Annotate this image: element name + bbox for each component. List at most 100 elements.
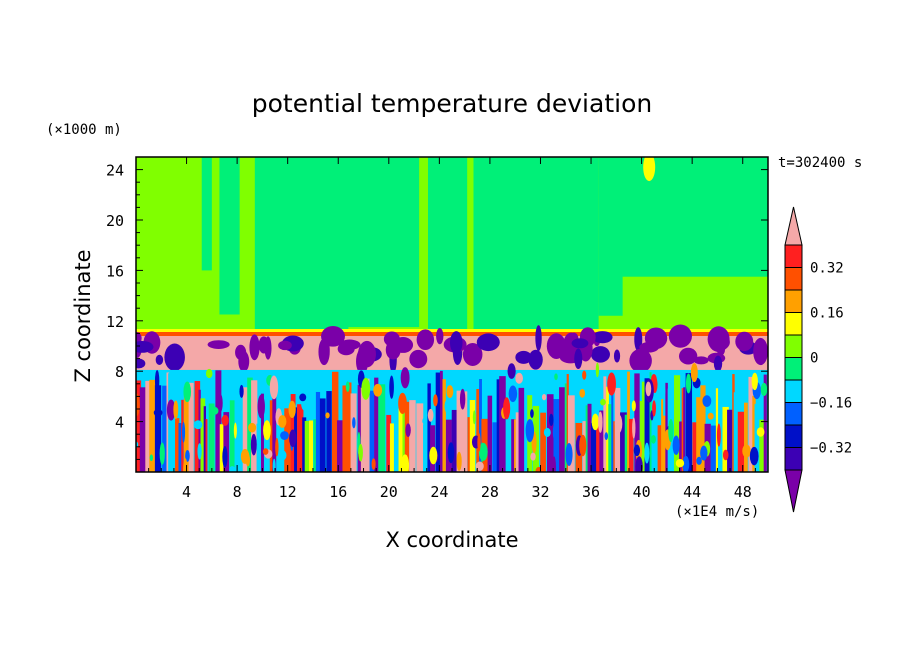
x-tick-label: 12 [279,483,297,501]
purple-blob [258,336,269,354]
upper-green-patch [622,276,768,330]
turbulent-eddy [631,400,636,412]
turbulent-streak [514,419,517,472]
turbulent-streak [423,424,426,472]
turbulent-eddy [582,370,587,380]
turbulent-streak [439,370,443,472]
purple-blob [574,348,583,370]
turbulent-eddy [325,412,330,419]
turbulent-streak [168,373,171,472]
turbulent-streak [696,397,701,472]
yellow-spot [643,157,656,182]
turbulent-streak [170,414,178,472]
turbulent-streak [309,420,314,472]
turbulent-eddy [269,375,279,400]
turbulent-streak [639,401,643,472]
turbulent-eddy [447,442,455,464]
turbulent-eddy [552,456,556,472]
turbulent-streak [178,422,183,472]
upper-plume [254,157,349,334]
turbulent-eddy [525,418,535,443]
turbulent-eddy [427,408,434,422]
turbulent-streak [763,374,767,472]
turbulent-eddy [371,458,376,470]
turbulent-eddy [742,444,751,458]
turbulent-eddy [607,372,616,396]
x-tick-label: 24 [430,483,448,501]
turbulent-streak [427,383,431,472]
turbulent-eddy [154,369,160,393]
turbulent-eddy [433,394,438,407]
turbulent-streak [269,400,273,472]
turbulent-streak [398,408,404,472]
turbulent-streak [759,419,766,472]
purple-blob [735,331,754,352]
turbulent-eddy [446,385,454,399]
purple-blob [416,329,435,351]
turbulent-streak [499,376,506,472]
upper-plume [427,157,468,334]
turbulent-eddy [239,384,244,398]
turbulent-streak [733,392,741,472]
turbulent-streak [357,384,362,472]
purple-blob [409,349,428,369]
turbulent-streak [348,382,352,472]
turbulent-eddy [756,427,765,437]
turbulent-eddy [675,459,685,468]
purple-blob [238,351,250,372]
colorbar-swatch [784,447,803,471]
turbulent-streak [313,419,317,472]
turbulent-streak [710,425,718,472]
purple-blob [249,334,260,361]
y-unit-label: (×1000 m) [46,122,122,138]
turbulent-eddy [565,443,573,467]
turbulent-streak [402,401,405,472]
turbulent-eddy [345,381,350,392]
x-tick-label: 40 [633,483,651,501]
chart-title: potential temperature deviation [252,89,652,118]
turbulent-streak [425,388,429,472]
y-tick-label: 8 [115,363,124,381]
turbulent-eddy [632,417,636,439]
turbulent-eddy [233,422,237,439]
turbulent-eddy [658,383,666,400]
colorbar-swatch [784,357,803,381]
turbulent-eddy [250,433,257,456]
turbulent-eddy [749,446,759,466]
purple-blob [338,339,361,350]
turbulent-eddy [508,385,518,403]
turbulent-eddy [515,372,523,384]
turbulent-streak [718,423,723,472]
turbulent-eddy [652,400,656,417]
turbulent-streak [208,403,215,472]
turbulent-streak [297,404,304,472]
turbulent-eddy [218,394,223,412]
upper-green-patch [660,295,693,330]
colorbar: 0.32 0.16 0 −0.16 −0.32 [784,206,852,513]
turbulent-streak [518,387,525,472]
turbulent-streak [608,404,613,472]
turbulent-eddy [173,400,179,420]
x-tick-label: 20 [380,483,398,501]
turbulent-streak [188,382,194,472]
turbulent-streak [727,409,733,472]
turbulent-eddy [352,417,356,429]
turbulent-streak [634,373,640,472]
turbulent-eddy [240,448,250,464]
purple-blob [476,333,500,352]
turbulent-streak [737,411,745,472]
turbulent-streak [476,388,481,472]
turbulent-eddy [248,422,257,433]
turbulent-streak [136,380,142,472]
y-axis-title: Z coordinate [71,249,95,382]
turbulent-eddy [429,446,438,465]
turbulent-eddy [635,456,643,472]
turbulent-layer [136,362,768,472]
purple-blob [571,338,589,349]
purple-blob [164,343,185,372]
turbulent-streak [732,374,735,472]
turbulent-streak [409,400,416,472]
colorbar-label: −0.32 [810,441,852,457]
colorbar-swatch [784,402,803,426]
upper-plume [219,157,240,315]
